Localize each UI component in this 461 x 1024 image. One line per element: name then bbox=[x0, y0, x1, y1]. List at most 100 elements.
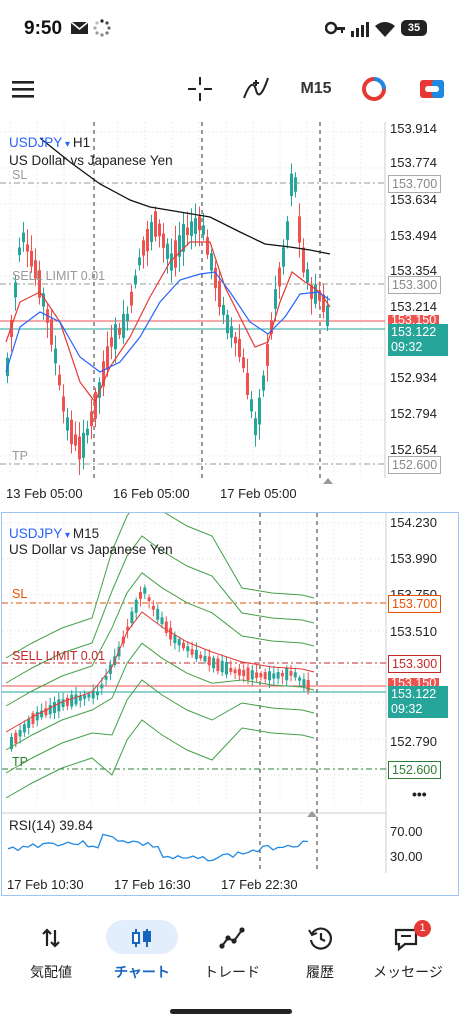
wifi-icon bbox=[375, 22, 395, 37]
candle-body bbox=[22, 724, 26, 733]
chart-h1-price-label: 153.214 bbox=[390, 299, 437, 314]
candle-body bbox=[266, 344, 269, 366]
candle-body bbox=[190, 649, 194, 655]
nav-quotes[interactable]: 気配値 bbox=[5, 908, 97, 998]
chart-m15-price-label: 152.790 bbox=[390, 734, 437, 749]
indicators-button[interactable] bbox=[236, 60, 276, 118]
candle-body bbox=[110, 337, 113, 347]
candle-body bbox=[156, 608, 160, 620]
history-icon bbox=[308, 927, 332, 950]
candle-body bbox=[31, 713, 35, 724]
crosshair-icon bbox=[188, 77, 212, 101]
candle-body bbox=[225, 661, 228, 675]
chart-h1[interactable]: USDJPY ▾ H1 US Dollar vs Japanese Yen SL… bbox=[0, 121, 461, 510]
chart-h1-price-label: 153.634 bbox=[390, 192, 437, 207]
candle-body bbox=[182, 224, 185, 252]
chart-h1-bid-box: 153.122 09:32 bbox=[388, 324, 448, 356]
candle-body bbox=[96, 691, 99, 696]
chart-m15-price-label: 153.990 bbox=[390, 551, 437, 566]
candle-body bbox=[262, 375, 265, 391]
candle-body bbox=[178, 235, 181, 257]
candle-body bbox=[53, 702, 56, 713]
candle-body bbox=[126, 626, 130, 631]
nav-trade[interactable]: トレード bbox=[186, 908, 278, 998]
trade-icon bbox=[219, 927, 245, 949]
rsi-line bbox=[7, 833, 309, 862]
new-order-button[interactable] bbox=[412, 60, 452, 118]
candle-body bbox=[207, 656, 211, 666]
candle-body bbox=[70, 419, 73, 445]
chart-m15[interactable]: USDJPY ▾ M15 US Dollar vs Japanese Yen S… bbox=[1, 512, 459, 896]
chart-m15-tp-label: TP bbox=[12, 755, 28, 769]
band-line bbox=[5, 642, 315, 751]
candle-body bbox=[160, 617, 164, 625]
nav-history[interactable]: 履歴 bbox=[274, 908, 366, 998]
candle-body bbox=[142, 240, 145, 256]
nav-quotes-label: 気配値 bbox=[30, 965, 72, 981]
candle-body bbox=[147, 597, 151, 602]
candle-body bbox=[35, 711, 39, 721]
candle-body bbox=[242, 670, 246, 677]
candle-body bbox=[87, 694, 91, 698]
chart-h1-description: US Dollar vs Japanese Yen bbox=[9, 153, 173, 168]
candle-body bbox=[255, 672, 259, 678]
more-options-button[interactable]: ••• bbox=[412, 786, 427, 802]
candle-body bbox=[302, 679, 306, 688]
chart-m15-time-label: 17 Feb 22:30 bbox=[221, 877, 298, 892]
ma-fast-line bbox=[5, 241, 331, 404]
band-mid-line bbox=[5, 611, 315, 733]
chart-m15-time-label: 17 Feb 10:30 bbox=[7, 877, 84, 892]
chart-h1-tp-label: TP bbox=[12, 449, 28, 463]
candle-body bbox=[310, 285, 313, 299]
candle-body bbox=[263, 672, 267, 680]
candle-body bbox=[122, 313, 125, 339]
chart-h1-price-label: 153.914 bbox=[390, 121, 437, 136]
timeframe-button[interactable]: M15 bbox=[292, 60, 340, 118]
candle-body bbox=[272, 673, 276, 679]
scroll-marker bbox=[323, 478, 333, 484]
candle-body bbox=[173, 634, 177, 644]
candle-body bbox=[290, 173, 293, 197]
objects-button[interactable] bbox=[354, 60, 394, 118]
candle-body bbox=[234, 336, 237, 344]
key-icon bbox=[325, 21, 345, 35]
menu-button[interactable] bbox=[2, 60, 46, 118]
scroll-marker bbox=[307, 811, 317, 817]
candle-body bbox=[258, 397, 261, 425]
candle-body bbox=[164, 621, 168, 633]
candle-body bbox=[114, 324, 117, 350]
chart-h1-symbol: USDJPY bbox=[9, 135, 63, 150]
chart-h1-price-label: 152.794 bbox=[390, 406, 437, 421]
candle-body bbox=[169, 627, 173, 640]
nav-messages[interactable]: 1 メッセージ bbox=[362, 908, 454, 998]
chart-m15-time-label: 17 Feb 16:30 bbox=[114, 877, 191, 892]
candle-body bbox=[242, 357, 245, 369]
candle-body bbox=[27, 719, 31, 728]
candle-body bbox=[134, 275, 137, 285]
candle-body bbox=[62, 396, 65, 412]
chart-h1-countdown: 09:32 bbox=[391, 340, 423, 354]
candle-body bbox=[298, 677, 302, 681]
candle-body bbox=[230, 326, 233, 338]
chart-m15-symbol: USDJPY bbox=[9, 526, 63, 541]
chart-m15-sl-price: 153.700 bbox=[388, 595, 442, 613]
chart-h1-tp-price: 152.600 bbox=[388, 456, 442, 474]
nav-chart[interactable]: チャート bbox=[96, 908, 188, 998]
crosshair-button[interactable] bbox=[180, 60, 220, 118]
candle-body bbox=[83, 695, 87, 699]
candle-body bbox=[190, 221, 193, 236]
chart-h1-canvas bbox=[0, 122, 386, 484]
indicator-icon bbox=[243, 77, 269, 99]
candle-body bbox=[154, 211, 157, 237]
candle-body bbox=[318, 291, 321, 301]
candle-body bbox=[102, 361, 105, 387]
candle-body bbox=[22, 232, 25, 243]
candle-body bbox=[270, 320, 273, 334]
band-line bbox=[5, 513, 315, 659]
candle-body bbox=[104, 675, 108, 680]
candle-body bbox=[246, 372, 249, 396]
candle-body bbox=[14, 732, 18, 744]
candle-body bbox=[158, 223, 161, 237]
candle-body bbox=[289, 671, 293, 676]
candle-body bbox=[186, 227, 189, 236]
